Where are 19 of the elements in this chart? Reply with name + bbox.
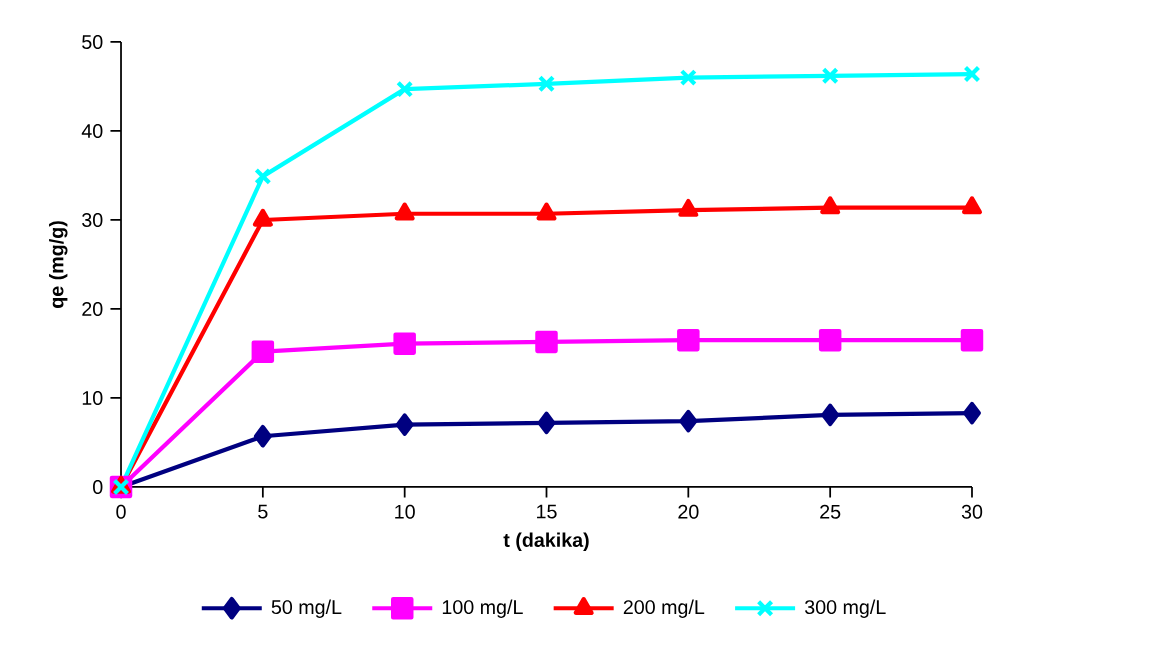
y-tick-label: 50 [82, 35, 103, 49]
y-tick-label: 20 [82, 302, 103, 316]
x-tick-label: 10 [395, 504, 415, 519]
x-tick-label: 30 [961, 504, 983, 519]
x-tick-label: 25 [820, 504, 841, 519]
y-tick-label: 0 [93, 480, 103, 494]
legend-label: 200 mg/L [623, 599, 705, 618]
legend-label: 300 mg/L [805, 599, 886, 618]
y-tick-label: 40 [81, 124, 103, 138]
y-tick-label: 10 [82, 391, 103, 405]
x-axis-title: t (dakika) [503, 532, 589, 551]
x-tick-label: 0 [116, 504, 126, 519]
x-tick-label: 20 [678, 504, 699, 519]
legend-label: 100 mg/L [442, 599, 523, 618]
x-tick-label: 15 [537, 504, 557, 519]
legend-label: 50 mg/L [271, 599, 342, 618]
x-tick-label: 5 [258, 504, 268, 519]
y-tick-label: 30 [82, 213, 103, 227]
y-axis-title: qe (mg/g) [49, 221, 68, 308]
